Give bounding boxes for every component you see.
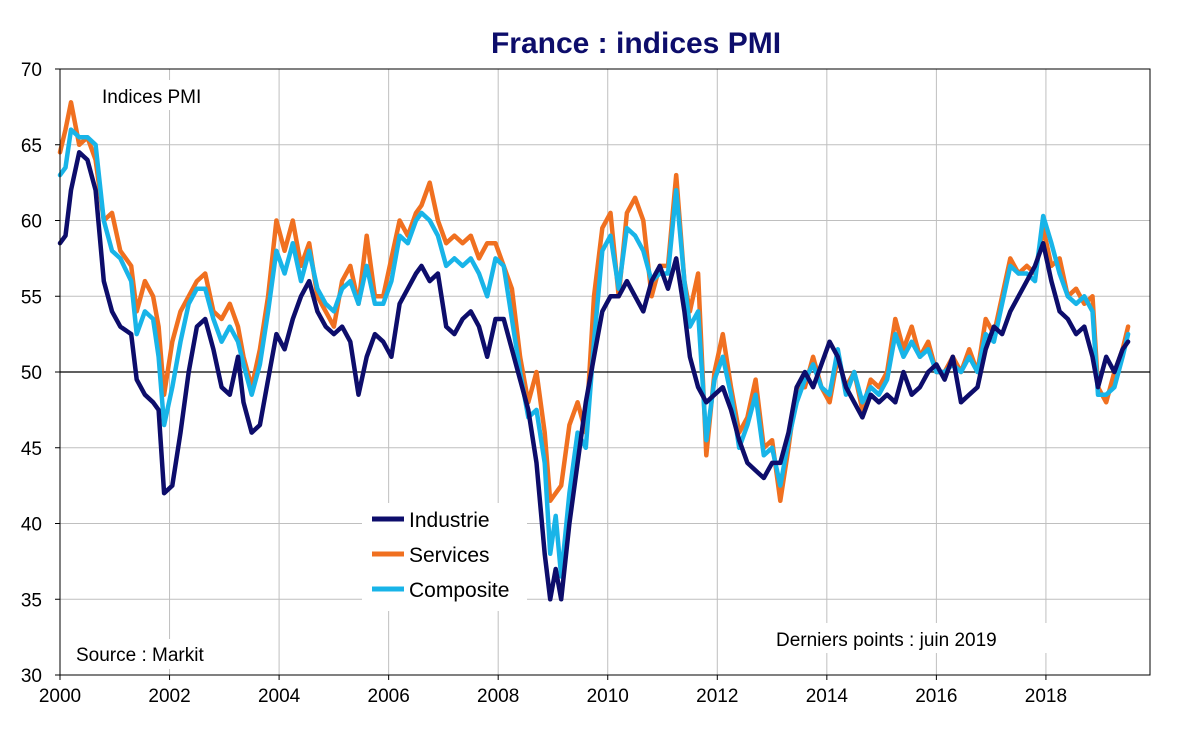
y-tick-label: 35 bbox=[21, 590, 42, 611]
chart-title: France : indices PMI bbox=[491, 27, 781, 60]
x-tick-label: 2016 bbox=[915, 686, 957, 707]
legend-label-composite: Composite bbox=[409, 579, 509, 602]
x-tick-label: 2006 bbox=[368, 686, 410, 707]
last-point-bg bbox=[768, 623, 1068, 653]
source-note: Source : Markit bbox=[76, 645, 204, 666]
x-tick-label: 2014 bbox=[806, 686, 849, 707]
y-tick-label: 45 bbox=[21, 439, 42, 460]
legend-label-services: Services bbox=[409, 544, 490, 567]
source-bg bbox=[68, 639, 243, 669]
series-line-industrie bbox=[57, 150, 1131, 602]
y-tick-label: 65 bbox=[21, 136, 42, 157]
x-tick-label: 2008 bbox=[477, 686, 519, 707]
note-bg bbox=[93, 80, 238, 110]
x-axis-ticks: 2000 2002 2004 2006 2008 2010 2012 2014 2016 2018 bbox=[39, 675, 1067, 707]
last-point-note: Derniers points : juin 2019 bbox=[776, 630, 997, 651]
x-tick-label: 2010 bbox=[587, 686, 629, 707]
x-tick-label: 2002 bbox=[148, 686, 190, 707]
y-tick-label: 55 bbox=[21, 287, 42, 308]
series-line-services bbox=[57, 100, 1131, 504]
series-lines bbox=[57, 100, 1131, 602]
y-axis-note: Indices PMI bbox=[102, 87, 201, 108]
y-tick-label: 40 bbox=[21, 515, 42, 536]
x-tick-label: 2004 bbox=[258, 686, 301, 707]
x-tick-label: 2012 bbox=[696, 686, 738, 707]
y-axis-ticks: 30 35 40 45 50 55 60 65 70 bbox=[21, 60, 60, 687]
y-tick-label: 70 bbox=[21, 60, 42, 81]
x-tick-label: 2000 bbox=[39, 686, 81, 707]
y-tick-label: 50 bbox=[21, 363, 42, 384]
y-tick-label: 30 bbox=[21, 666, 42, 687]
legend-label-industrie: Industrie bbox=[409, 509, 490, 532]
y-tick-label: 60 bbox=[21, 212, 42, 233]
x-tick-label: 2018 bbox=[1025, 686, 1067, 707]
legend: Industrie Services Composite bbox=[362, 503, 527, 611]
